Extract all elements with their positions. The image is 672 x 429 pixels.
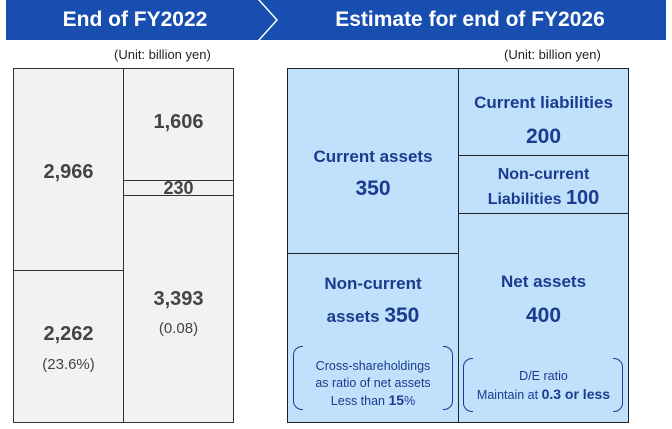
fy2022-net-assets-box: 3,393 (0.08) bbox=[123, 195, 234, 423]
de-note-value: 0.3 or less bbox=[541, 386, 611, 402]
fy2026-current-assets-label: Current assets bbox=[313, 147, 433, 166]
cross-note-line2: as ratio of net assets bbox=[315, 376, 431, 390]
cross-note-line1: Cross-shareholdings bbox=[315, 359, 431, 373]
fy2026-title: Estimate for end of FY2026 bbox=[335, 8, 605, 31]
fy2026-non-current-liabilities-box: Non-current Liabilities 100 bbox=[458, 155, 629, 214]
fy2022-non-current-assets-value: 2,262 bbox=[43, 323, 94, 345]
fy2026-non-current-liabilities-label-line2: Liabilities 100 bbox=[459, 187, 628, 211]
cross-note-unit: % bbox=[404, 394, 416, 408]
cross-note-line3-prefix: Less than bbox=[330, 394, 386, 408]
fy2022-non-current-liabilities-value: 230 bbox=[163, 178, 194, 198]
fy2026-net-assets-value: 400 bbox=[525, 304, 562, 327]
fy2026-current-liabilities-label: Current liabilities bbox=[474, 93, 613, 112]
cross-note-line3: Less than 15% bbox=[288, 392, 458, 410]
de-note-line1: D/E ratio bbox=[519, 369, 568, 383]
fy2026-current-liabilities-value: 200 bbox=[525, 125, 562, 148]
fy2026-non-current-liabilities-label-line1: Non-current bbox=[497, 166, 590, 183]
fy2022-header: End of FY2022 bbox=[6, 0, 276, 40]
fy2026-net-assets-box: Net assets 400 D/E ratio Maintain at 0.3… bbox=[458, 213, 629, 423]
fy2022-current-assets-box: 2,966 bbox=[13, 68, 124, 271]
fy2022-non-current-assets-ratio: (23.6%) bbox=[42, 356, 95, 373]
de-note-line2-prefix: Maintain at bbox=[476, 388, 539, 402]
fy2026-non-current-assets-label-line2-text: assets bbox=[326, 307, 380, 326]
fy2026-header: Estimate for end of FY2026 bbox=[260, 0, 666, 40]
fy2022-non-current-assets-box: 2,262 (23.6%) bbox=[13, 270, 124, 423]
fy2026-non-current-assets-label-line2: assets 350 bbox=[288, 305, 458, 328]
cross-note-value: 15 bbox=[388, 392, 405, 408]
de-note-line2: Maintain at 0.3 or less bbox=[459, 386, 628, 404]
fy2026-non-current-assets-value: 350 bbox=[384, 304, 420, 327]
fy2022-current-liabilities-value: 1,606 bbox=[153, 111, 204, 133]
fy2026-non-current-liabilities-value: 100 bbox=[565, 187, 600, 209]
fy2026-non-current-assets-box: Non-current assets 350 Cross-shareholdin… bbox=[287, 253, 459, 423]
fy2026-non-current-liabilities-label-line2-text: Liabilities bbox=[487, 191, 562, 208]
fy2026-non-current-assets-label-line1: Non-current bbox=[324, 274, 422, 293]
fy2026-current-assets-value: 350 bbox=[355, 177, 391, 200]
fy2022-current-liabilities-box: 1,606 bbox=[123, 68, 234, 181]
fy2026-current-liabilities-box: Current liabilities 200 bbox=[458, 68, 629, 156]
fy2026-net-assets-label: Net assets bbox=[500, 272, 587, 291]
fy2022-de-ratio: (0.08) bbox=[158, 320, 199, 337]
fy2022-non-current-liabilities-box: 230 bbox=[123, 178, 234, 198]
fy2022-net-assets-value: 3,393 bbox=[153, 288, 204, 310]
fy2026-unit-label: (Unit: billion yen) bbox=[504, 47, 601, 62]
fy2022-unit-label: (Unit: billion yen) bbox=[114, 47, 211, 62]
fy2022-current-assets-value: 2,966 bbox=[43, 161, 94, 183]
fy2022-title: End of FY2022 bbox=[62, 8, 208, 31]
fy2026-current-assets-box: Current assets 350 bbox=[287, 68, 459, 254]
